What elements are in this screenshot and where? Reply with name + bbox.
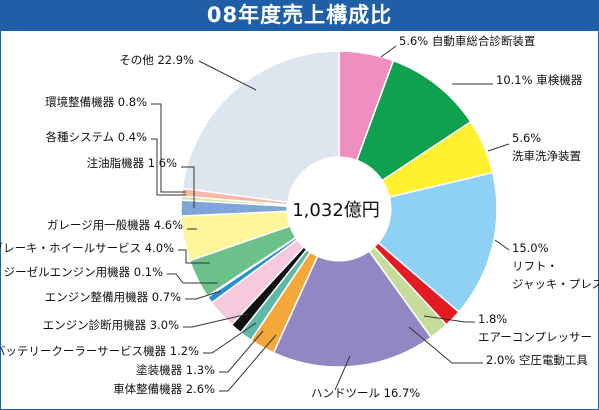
slice-label-13: ジーゼルエンジン用機器 0.1% bbox=[4, 265, 163, 279]
slice-label-17: 各種システム 0.4% bbox=[45, 130, 147, 144]
pie-slice-19 bbox=[181, 50, 340, 210]
slice-label-7: ハンドツール 16.7% bbox=[311, 386, 420, 400]
leader-line-14 bbox=[178, 249, 210, 264]
leader-line-9 bbox=[219, 330, 264, 373]
slice-label-15: ガレージ用一般機器 4.6% bbox=[47, 218, 183, 232]
pie-slice-7 bbox=[272, 207, 433, 368]
slice-label-4: ジャッキ・プレス bbox=[512, 277, 599, 291]
slice-label-1: 5.6% 自動車総合診断装置 bbox=[399, 34, 535, 48]
slice-label-11: エンジン診断用機器 3.0% bbox=[43, 318, 179, 332]
leader-line-1 bbox=[380, 45, 397, 58]
slice-label-14: ブレーキ・ホイールサービス 4.0% bbox=[0, 241, 174, 255]
slice-label-3: 5.6% bbox=[512, 131, 541, 145]
leader-line-4 bbox=[494, 239, 510, 251]
slice-label-8: 車体整備機器 2.6% bbox=[113, 382, 215, 396]
leader-line-16 bbox=[181, 166, 195, 208]
leader-line-3 bbox=[487, 143, 510, 152]
center-hole bbox=[286, 156, 392, 262]
chart-title: 08年度売上構成比 bbox=[206, 3, 393, 27]
slice-label-18: 環境整備機器 0.8% bbox=[45, 95, 147, 109]
slice-label-9: 塗装機器 1.3% bbox=[136, 363, 215, 377]
title-bar bbox=[0, 0, 599, 31]
slice-label-16: 注油脂機器 1.6% bbox=[87, 156, 177, 170]
leader-line-8 bbox=[219, 334, 277, 392]
slice-label-3: 洗車洗浄装置 bbox=[512, 149, 581, 163]
leader-line-11 bbox=[183, 313, 249, 328]
leader-line-10 bbox=[203, 322, 257, 354]
leader-line-5 bbox=[423, 315, 475, 323]
leader-line-19 bbox=[198, 60, 257, 91]
leader-line-13 bbox=[167, 273, 218, 284]
leader-line-18 bbox=[151, 103, 186, 193]
slice-label-4: リフト・ bbox=[512, 259, 558, 273]
slice-label-5: エアーコンプレッサー bbox=[478, 330, 592, 344]
slice-label-12: エンジン整備用機器 0.7% bbox=[45, 290, 181, 304]
slice-label-19: その他 22.9% bbox=[119, 53, 194, 67]
slice-label-2: 10.1% 車検機器 bbox=[496, 73, 583, 87]
leader-line-17 bbox=[151, 138, 186, 196]
leader-line-12 bbox=[185, 290, 222, 300]
slice-label-10: バッテリークーラーサービス機器 1.2% bbox=[0, 344, 199, 358]
slice-label-5: 1.8% bbox=[478, 312, 507, 326]
center-total-label: 1,032億円 bbox=[292, 200, 380, 221]
slice-label-6: 2.0% 空圧電動工具 bbox=[486, 353, 588, 367]
leader-line-7 bbox=[334, 355, 351, 391]
leader-line-6 bbox=[408, 326, 483, 364]
slice-label-4: 15.0% bbox=[512, 241, 549, 255]
